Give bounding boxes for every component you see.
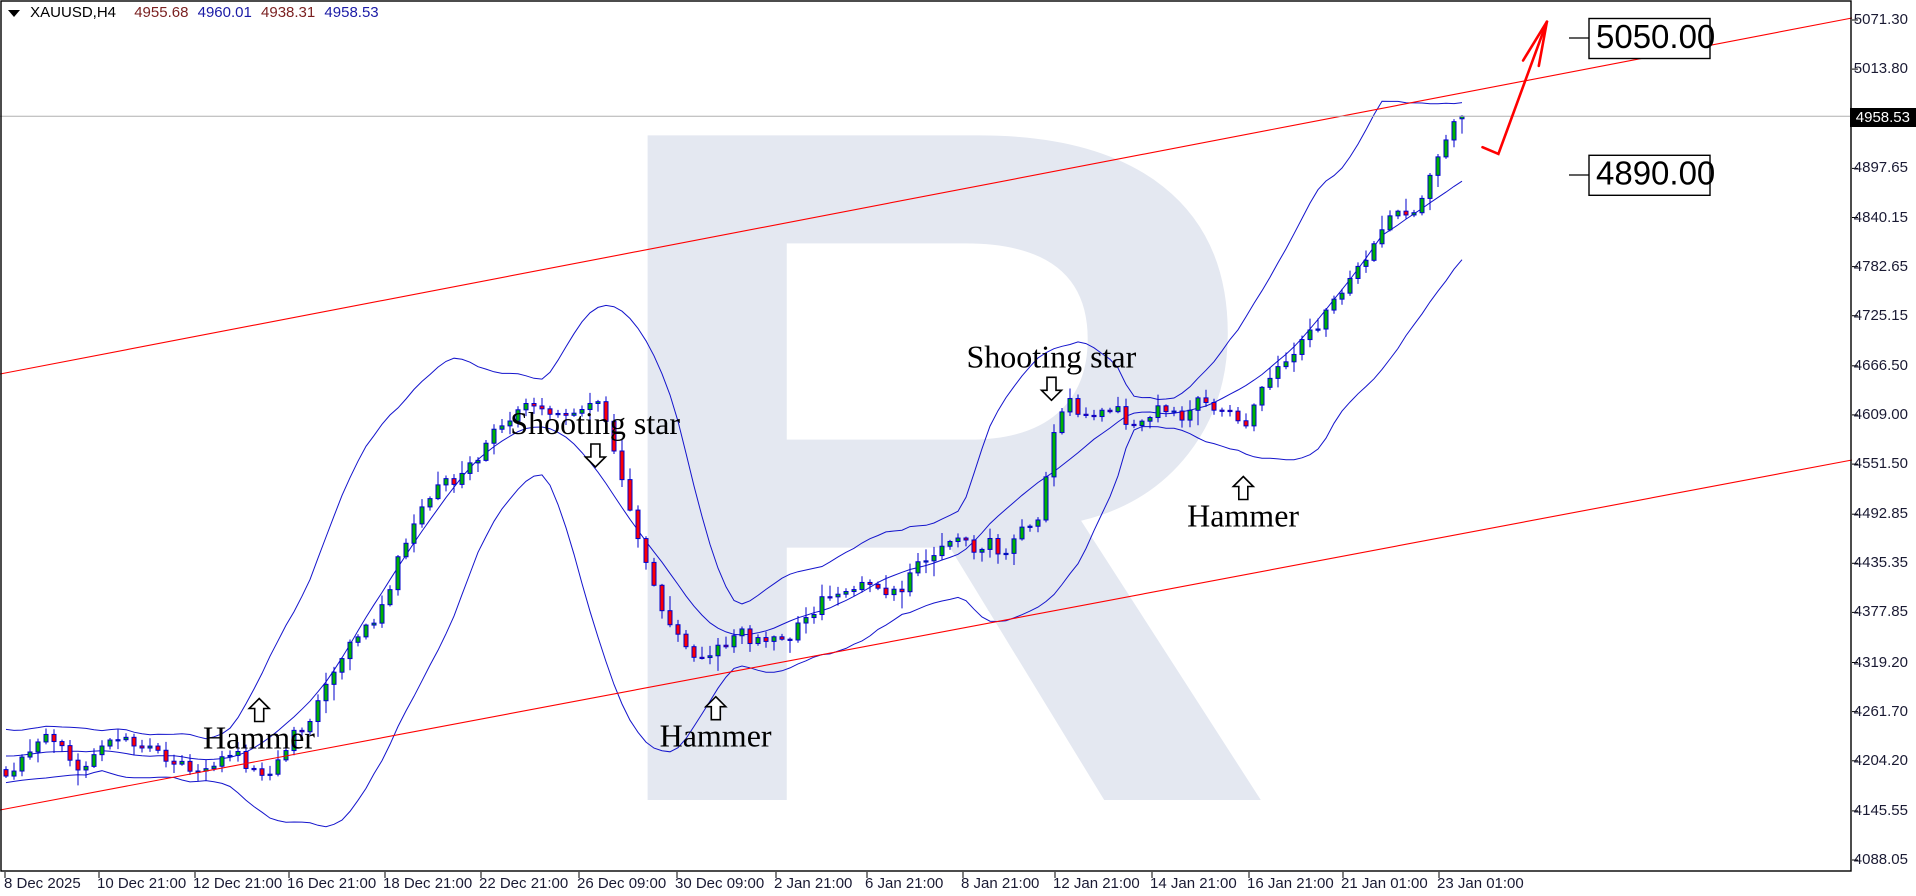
svg-text:Hammer: Hammer <box>660 718 772 754</box>
svg-text:Shooting star: Shooting star <box>967 338 1137 374</box>
svg-text:Shooting star: Shooting star <box>510 405 680 441</box>
svg-text:Hammer: Hammer <box>203 720 315 756</box>
svg-text:4890.00: 4890.00 <box>1596 155 1715 192</box>
svg-text:5050.00: 5050.00 <box>1596 18 1715 55</box>
svg-text:Hammer: Hammer <box>1187 498 1299 534</box>
svg-text:R: R <box>583 0 1281 896</box>
